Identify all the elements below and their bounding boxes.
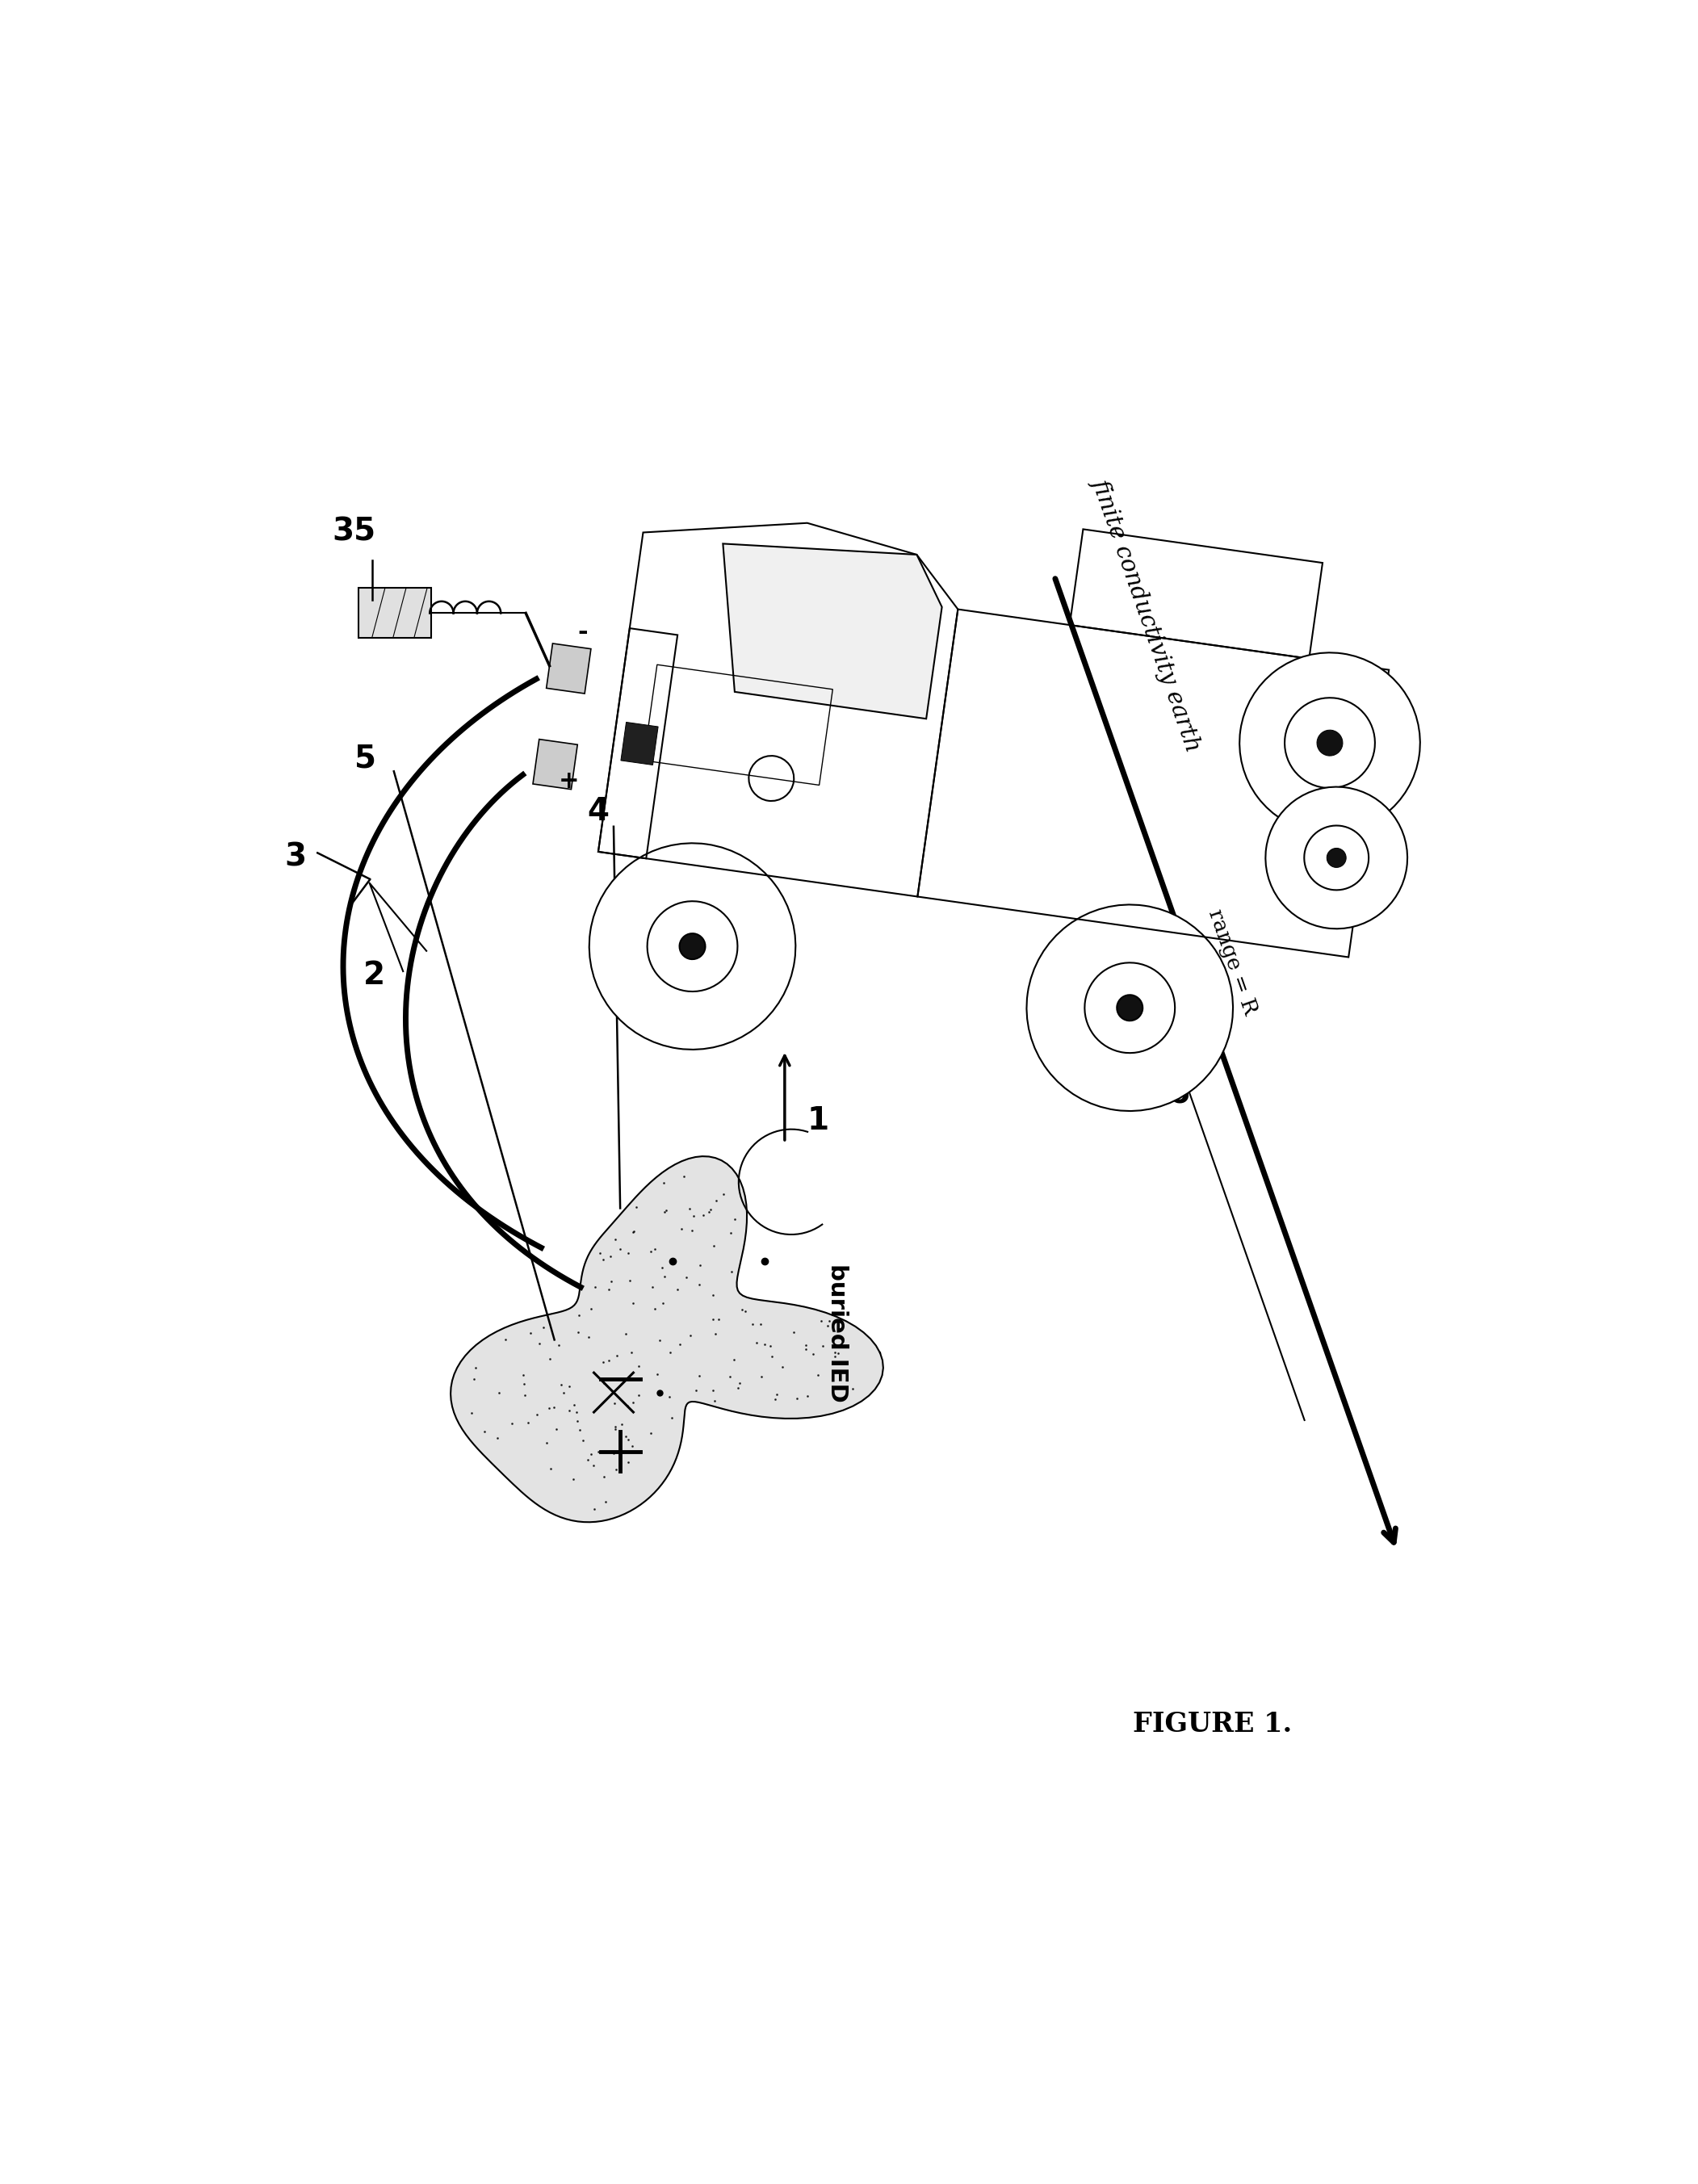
Text: 3: 3 [285,841,307,874]
Circle shape [1240,653,1420,832]
FancyBboxPatch shape [358,587,431,638]
Bar [598,629,678,858]
Circle shape [1318,729,1343,756]
Text: 35: 35 [333,518,375,548]
Circle shape [589,843,796,1051]
Text: FIGURE 1.: FIGURE 1. [1133,1710,1292,1736]
Text: 5: 5 [355,743,377,773]
Bar [533,738,577,788]
Polygon shape [450,1155,883,1522]
Circle shape [679,933,705,959]
Text: range = R: range = R [1204,906,1260,1018]
Circle shape [1085,963,1175,1053]
Circle shape [1326,847,1347,867]
Text: 1: 1 [807,1105,829,1136]
Text: 2: 2 [363,961,385,992]
Text: 36: 36 [1146,1079,1190,1109]
Text: finite conductivity earth: finite conductivity earth [1088,476,1206,753]
Circle shape [1285,697,1375,788]
Circle shape [647,902,737,992]
Text: -: - [577,620,588,644]
Bar [547,644,591,695]
Circle shape [1027,904,1233,1112]
Text: +: + [559,769,579,793]
Bar [1070,529,1323,660]
Text: buried IED: buried IED [825,1265,849,1402]
Bar [621,723,659,764]
Circle shape [1265,786,1408,928]
Text: 4: 4 [588,795,610,826]
Polygon shape [723,544,942,719]
Circle shape [1117,996,1143,1020]
Bar [644,664,832,784]
Circle shape [1304,826,1369,891]
